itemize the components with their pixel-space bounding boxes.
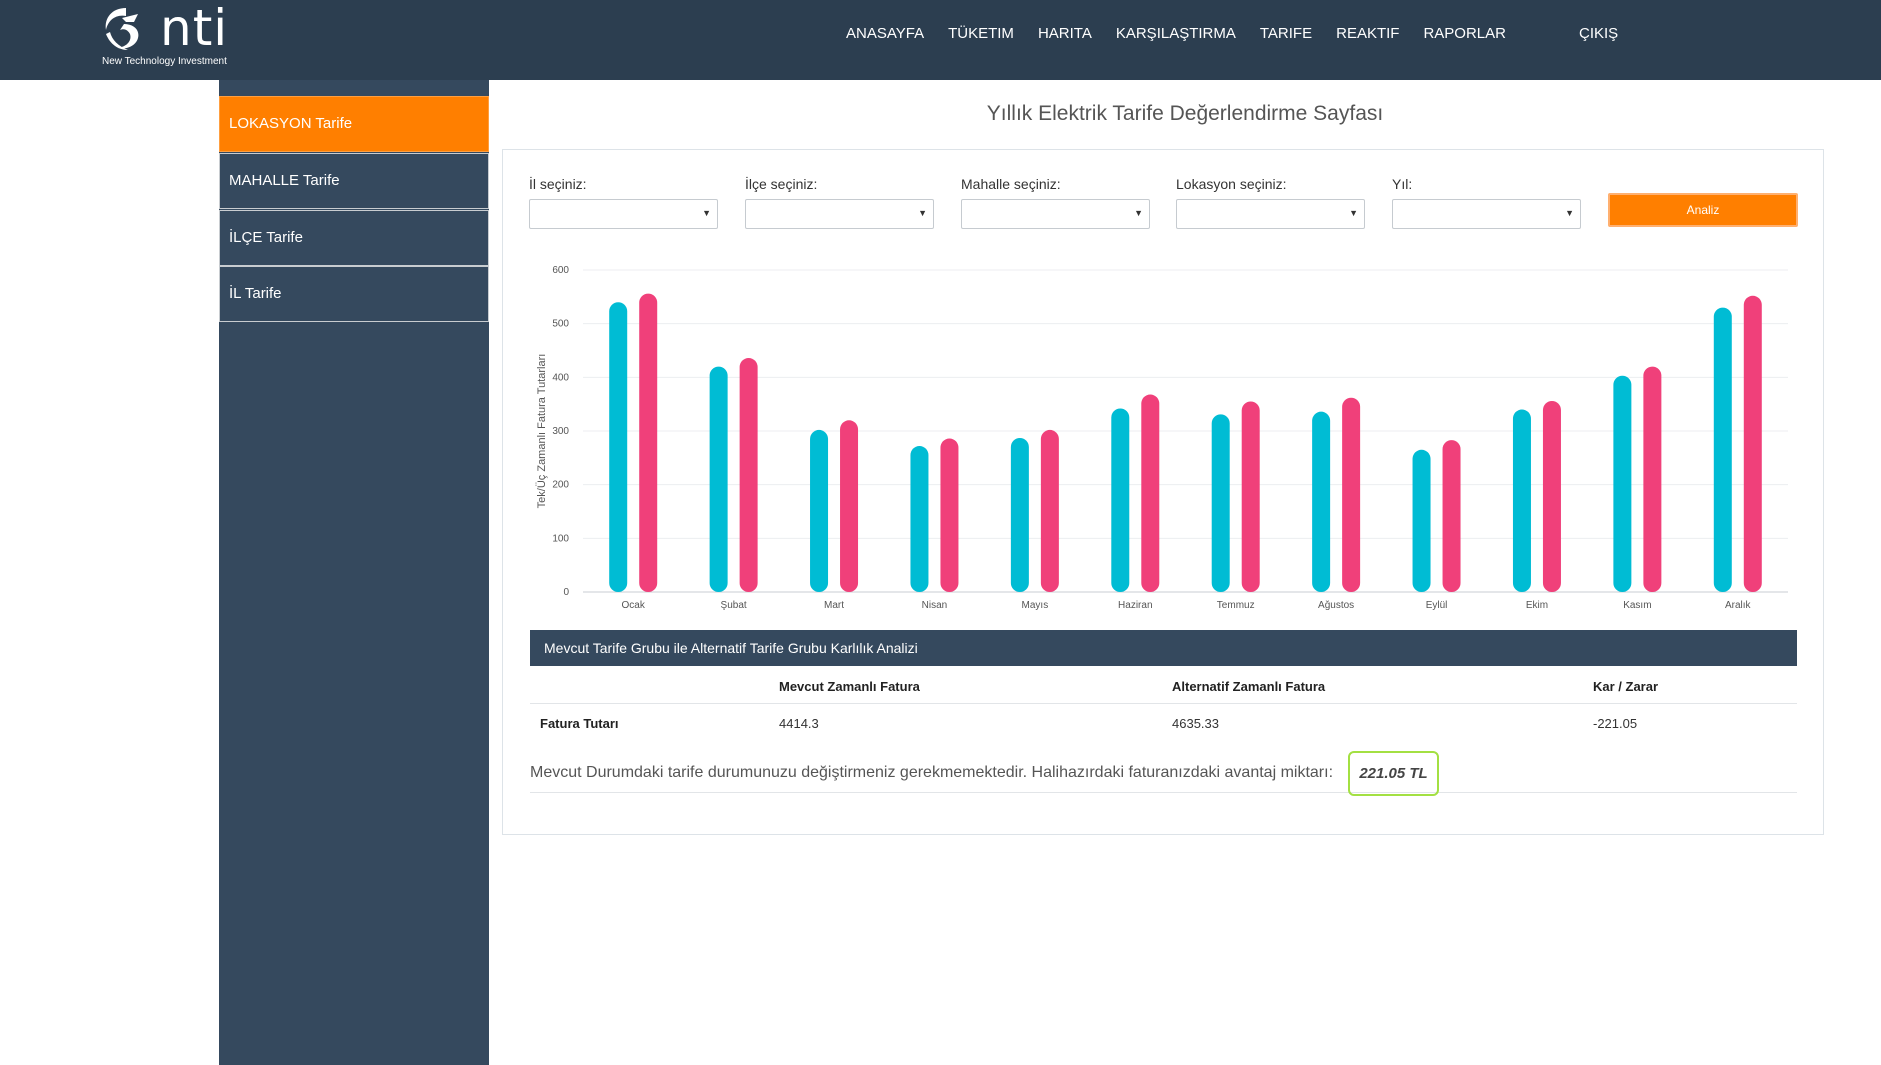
profit-loss-value: -221.05 <box>1593 716 1638 731</box>
monthly-invoice-chart: 0 100 200 300 400 500 600 Tek/Üç Zamanlı Fatura… <box>536 265 1788 611</box>
chevron-down-icon: ▼ <box>1565 208 1574 218</box>
content-panel: İl seçiniz: ▼ İlçe seçiniz: ▼ Mahalle se… <box>502 149 1824 835</box>
yil-label: Yıl: <box>1392 176 1413 192</box>
x-tick-label: Şubat <box>721 600 747 611</box>
chevron-down-icon: ▼ <box>1349 208 1358 218</box>
chevron-down-icon: ▼ <box>702 208 711 218</box>
nav-harita[interactable]: HARITA <box>1037 25 1092 42</box>
ilce-select[interactable]: ▼ <box>745 199 934 229</box>
nav-tarife[interactable]: TARIFE <box>1259 25 1313 42</box>
bar-current <box>709 366 728 592</box>
sidebar: LOKASYON Tarife MAHALLE Tarife İLÇE Tari… <box>219 80 489 1065</box>
y-tick-label: 300 <box>552 426 569 437</box>
logout-link[interactable]: ÇIKIŞ <box>1579 25 1619 42</box>
bar-alternative <box>739 358 758 592</box>
y-tick-label: 500 <box>552 319 569 330</box>
y-tick-label: 200 <box>552 480 569 491</box>
analyze-button[interactable]: Analiz <box>1608 193 1798 227</box>
x-tick-label: Mayıs <box>1022 600 1049 611</box>
col-header-alternative: Alternatif Zamanlı Fatura <box>1172 679 1326 694</box>
bar-alternative <box>1040 429 1059 592</box>
bar-alternative <box>1643 366 1662 592</box>
x-tick-label: Kasım <box>1623 600 1651 611</box>
bar-alternative <box>1442 440 1461 592</box>
bar-alternative <box>940 438 959 592</box>
bar-current <box>1512 409 1531 592</box>
y-tick-label: 400 <box>552 372 569 383</box>
bar-current <box>1111 408 1130 592</box>
bar-current <box>1412 449 1431 592</box>
y-axis-label: Tek/Üç Zamanlı Fatura Tutarları <box>536 354 548 509</box>
lokasyon-select[interactable]: ▼ <box>1176 199 1365 229</box>
yil-select[interactable]: ▼ <box>1392 199 1581 229</box>
sidebar-item-il[interactable]: İL Tarife <box>219 266 489 322</box>
x-tick-label: Haziran <box>1118 600 1152 611</box>
bar-current <box>1713 307 1732 592</box>
col-header-profit: Kar / Zarar <box>1593 679 1659 694</box>
main-nav: ANASAYFA TÜKETIM HARITA KARŞILAŞTIRMA TA… <box>846 24 1530 44</box>
x-tick-label: Ağustos <box>1318 600 1354 611</box>
bar-alternative <box>1141 394 1160 592</box>
col-header-current: Mevcut Zamanlı Fatura <box>779 679 920 694</box>
mahalle-select[interactable]: ▼ <box>961 199 1150 229</box>
bar-alternative <box>639 293 658 592</box>
bar-alternative <box>1542 400 1561 592</box>
bar-current <box>1613 375 1632 592</box>
recommendation-message: Mevcut Durumdaki tarife durumunuzu değiş… <box>530 764 1334 781</box>
bar-current <box>810 429 829 592</box>
page-title: Yıllık Elektrik Tarife Değerlendirme Say… <box>986 102 1384 125</box>
x-tick-label: Aralık <box>1725 600 1752 611</box>
il-select[interactable]: ▼ <box>529 199 718 229</box>
logo-mark-icon <box>105 8 139 50</box>
logo-text: nti <box>160 0 229 57</box>
nav-reaktif[interactable]: REAKTIF <box>1336 25 1400 42</box>
bar-current <box>910 446 929 592</box>
bar-current <box>1010 437 1029 592</box>
nav-anasayfa[interactable]: ANASAYFA <box>846 25 925 42</box>
x-tick-label: Mart <box>824 600 844 611</box>
nav-raporlar[interactable]: RAPORLAR <box>1423 25 1506 42</box>
nav-tuketim[interactable]: TÜKETIM <box>948 25 1014 42</box>
bar-alternative <box>1241 401 1260 592</box>
analysis-table-title: Mevcut Tarife Grubu ile Alternatif Tarif… <box>530 630 1797 666</box>
logo-tagline: New Technology Investment <box>102 56 227 67</box>
y-tick-label: 600 <box>552 265 569 276</box>
row-divider <box>530 792 1797 793</box>
chevron-down-icon: ▼ <box>1134 208 1143 218</box>
bar-alternative <box>1342 397 1361 592</box>
lokasyon-label: Lokasyon seçiniz: <box>1176 176 1287 192</box>
nav-karsilastirma[interactable]: KARŞILAŞTIRMA <box>1115 25 1236 42</box>
row-label: Fatura Tutarı <box>540 716 619 731</box>
x-tick-label: Ocak <box>622 600 646 611</box>
y-tick-label: 100 <box>552 533 569 544</box>
logo[interactable]: nti New Technology Investment <box>100 2 240 70</box>
top-navbar: nti New Technology Investment ANASAYFA T… <box>0 0 1881 80</box>
x-tick-label: Nisan <box>922 600 948 611</box>
sidebar-item-mahalle[interactable]: MAHALLE Tarife <box>219 153 489 209</box>
il-label: İl seçiniz: <box>529 176 587 192</box>
alternative-invoice-value: 4635.33 <box>1172 716 1219 731</box>
mahalle-label: Mahalle seçiniz: <box>961 176 1061 192</box>
x-tick-label: Ekim <box>1526 600 1548 611</box>
sidebar-item-lokasyon[interactable]: LOKASYON Tarife <box>219 96 489 152</box>
chevron-down-icon: ▼ <box>918 208 927 218</box>
bar-alternative <box>840 420 859 592</box>
row-divider <box>530 703 1797 704</box>
ilce-label: İlçe seçiniz: <box>745 176 818 192</box>
bar-current <box>609 302 628 592</box>
y-tick-label: 0 <box>563 587 569 598</box>
sidebar-item-ilce[interactable]: İLÇE Tarife <box>219 210 489 266</box>
current-invoice-value: 4414.3 <box>779 716 819 731</box>
x-tick-label: Temmuz <box>1217 600 1255 611</box>
bar-current <box>1211 414 1230 592</box>
bar-alternative <box>1743 295 1762 592</box>
x-tick-label: Eylül <box>1426 600 1448 611</box>
advantage-amount-badge: 221.05 TL <box>1348 751 1439 796</box>
bar-current <box>1312 411 1331 592</box>
